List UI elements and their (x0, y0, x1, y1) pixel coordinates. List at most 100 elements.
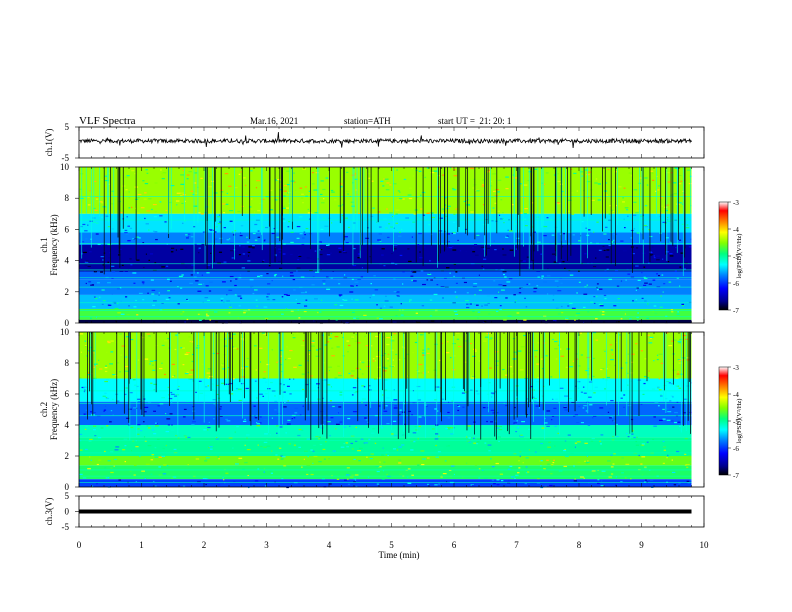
spectrogram-cell (615, 476, 617, 478)
spectrogram-cell (660, 295, 662, 297)
spectrogram-cell (89, 438, 93, 441)
spectrogram-cell (626, 209, 629, 211)
spectrogram-cell (518, 292, 522, 294)
spectrogram-cell (155, 425, 159, 427)
spectrogram-cell (205, 483, 207, 486)
spectrogram-cell (680, 358, 684, 360)
spectrogram-cell (79, 333, 84, 335)
spectrogram-cell (141, 281, 145, 283)
spectrogram-cell (144, 478, 146, 480)
spectrogram-cell (269, 434, 272, 436)
spectrogram-cell (656, 358, 659, 361)
spectrogram-cell (262, 261, 264, 263)
spectrogram-cell (326, 421, 331, 423)
spectrogram-cell (330, 189, 334, 192)
spectrogram-cell (218, 251, 223, 253)
spectrogram-cell (296, 302, 301, 304)
spectrogram-cell (407, 482, 412, 484)
spectrogram-cell (168, 297, 171, 299)
spectrogram-cell (254, 380, 257, 382)
spectrogram-cell (170, 247, 175, 249)
spectrogram-cell (124, 176, 129, 178)
spectrogram-cell (510, 476, 515, 478)
spectrogram-cell (279, 267, 283, 269)
spectrogram-cell (353, 248, 356, 250)
spectrogram-cell (270, 472, 274, 474)
spectrogram-cell (576, 190, 578, 192)
spectrogram-cell (153, 389, 156, 391)
spectrogram-cell (418, 232, 422, 235)
spectrogram-cell (223, 332, 227, 334)
spectrogram-cell (593, 415, 597, 417)
spectrogram-cell (684, 437, 688, 440)
spectrogram-cell (195, 347, 200, 349)
spectrogram-cell (228, 437, 233, 439)
spectrogram-cell (129, 227, 133, 229)
spectrogram-cell (264, 433, 268, 435)
spectrogram-cell (688, 455, 691, 457)
ch3-waveform-panel: 50-5ch.3(V) (44, 491, 705, 532)
spectrogram-cell (567, 321, 569, 323)
spectrogram-cell (144, 440, 147, 442)
spectrogram-cell (148, 335, 151, 337)
spectrogram-cell (276, 247, 280, 249)
spectrogram-cell (282, 253, 286, 255)
spectrogram-cell (324, 225, 329, 227)
spectrogram-cell (351, 394, 354, 396)
spectrogram-cell (412, 221, 416, 223)
spectrogram-cell (354, 281, 359, 283)
spectrogram-cell (350, 285, 353, 287)
spectrogram-cell (476, 190, 480, 192)
spectrogram-cell (522, 462, 524, 464)
spectrogram-cell (342, 251, 346, 253)
spectrogram-cell (130, 264, 133, 266)
colorbar-tick-label: -7 (733, 307, 739, 315)
spectrogram-cell (644, 479, 647, 481)
spectrogram-cell (514, 477, 516, 480)
spectrogram-cell (218, 214, 221, 216)
spectrogram-cell (338, 247, 342, 249)
spectrogram-cell (323, 198, 325, 200)
spectrogram-cell (677, 359, 681, 361)
spectrogram-cell (267, 283, 271, 285)
spectrogram-cell (451, 246, 454, 248)
spectrogram-cell (652, 309, 655, 311)
spectrogram-cell (397, 295, 400, 297)
spectrogram-cell (434, 438, 439, 440)
spectrogram-cell (105, 365, 107, 367)
spectrogram-cell (266, 363, 270, 366)
spectrogram-cell (273, 267, 277, 269)
spectrogram-cell (341, 214, 344, 217)
spectrogram-cell (233, 481, 236, 483)
spectrogram-cell (476, 441, 480, 443)
spectrogram-cell (300, 276, 305, 278)
spectrogram-cell (675, 457, 678, 459)
spectrogram-cell (323, 379, 327, 381)
spectrogram-cell (483, 320, 487, 323)
spectrogram-cell (625, 362, 628, 364)
spectrogram-cell (449, 272, 451, 274)
spectrogram-cell (238, 457, 243, 459)
spectrogram-cell (679, 175, 682, 177)
spectrogram-cell (517, 472, 520, 474)
spectrogram-cell (650, 479, 654, 482)
spectrogram-cell (390, 349, 394, 351)
spectrogram-cell (308, 190, 311, 192)
spectrogram-cell (506, 235, 509, 237)
spectrogram-cell (205, 457, 210, 459)
spectrogram-cell (577, 365, 581, 367)
spectrogram-cell (233, 230, 237, 232)
spectrogram-cell (255, 187, 258, 189)
spectrogram-cell (115, 320, 118, 322)
spectrogram-cell (620, 318, 623, 320)
spectrogram-cell (490, 212, 494, 214)
spectrogram-band (79, 425, 692, 438)
spectrogram-cell (296, 225, 301, 228)
spectrogram-cell (635, 289, 637, 291)
spectrogram-cell (411, 271, 414, 273)
spectrogram-cell (253, 345, 257, 347)
spectrogram-cell (142, 299, 145, 301)
spectrogram-cell (298, 254, 302, 257)
spectrogram-cell (379, 307, 383, 309)
